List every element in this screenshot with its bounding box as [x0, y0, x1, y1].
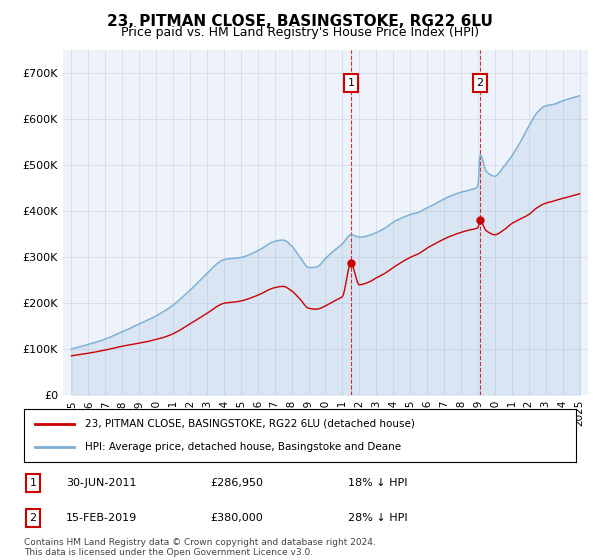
- Text: 28% ↓ HPI: 28% ↓ HPI: [348, 513, 407, 523]
- Text: 1: 1: [29, 478, 37, 488]
- Text: £286,950: £286,950: [210, 478, 263, 488]
- Text: 23, PITMAN CLOSE, BASINGSTOKE, RG22 6LU (detached house): 23, PITMAN CLOSE, BASINGSTOKE, RG22 6LU …: [85, 419, 415, 429]
- Text: 15-FEB-2019: 15-FEB-2019: [66, 513, 137, 523]
- Text: 23, PITMAN CLOSE, BASINGSTOKE, RG22 6LU: 23, PITMAN CLOSE, BASINGSTOKE, RG22 6LU: [107, 14, 493, 29]
- Text: HPI: Average price, detached house, Basingstoke and Deane: HPI: Average price, detached house, Basi…: [85, 442, 401, 452]
- Text: 2: 2: [476, 78, 484, 88]
- Text: £380,000: £380,000: [210, 513, 263, 523]
- Text: Price paid vs. HM Land Registry's House Price Index (HPI): Price paid vs. HM Land Registry's House …: [121, 26, 479, 39]
- Text: 2: 2: [29, 513, 37, 523]
- Text: 30-JUN-2011: 30-JUN-2011: [66, 478, 137, 488]
- Text: 18% ↓ HPI: 18% ↓ HPI: [348, 478, 407, 488]
- Text: 1: 1: [347, 78, 355, 88]
- Text: Contains HM Land Registry data © Crown copyright and database right 2024.
This d: Contains HM Land Registry data © Crown c…: [24, 538, 376, 557]
